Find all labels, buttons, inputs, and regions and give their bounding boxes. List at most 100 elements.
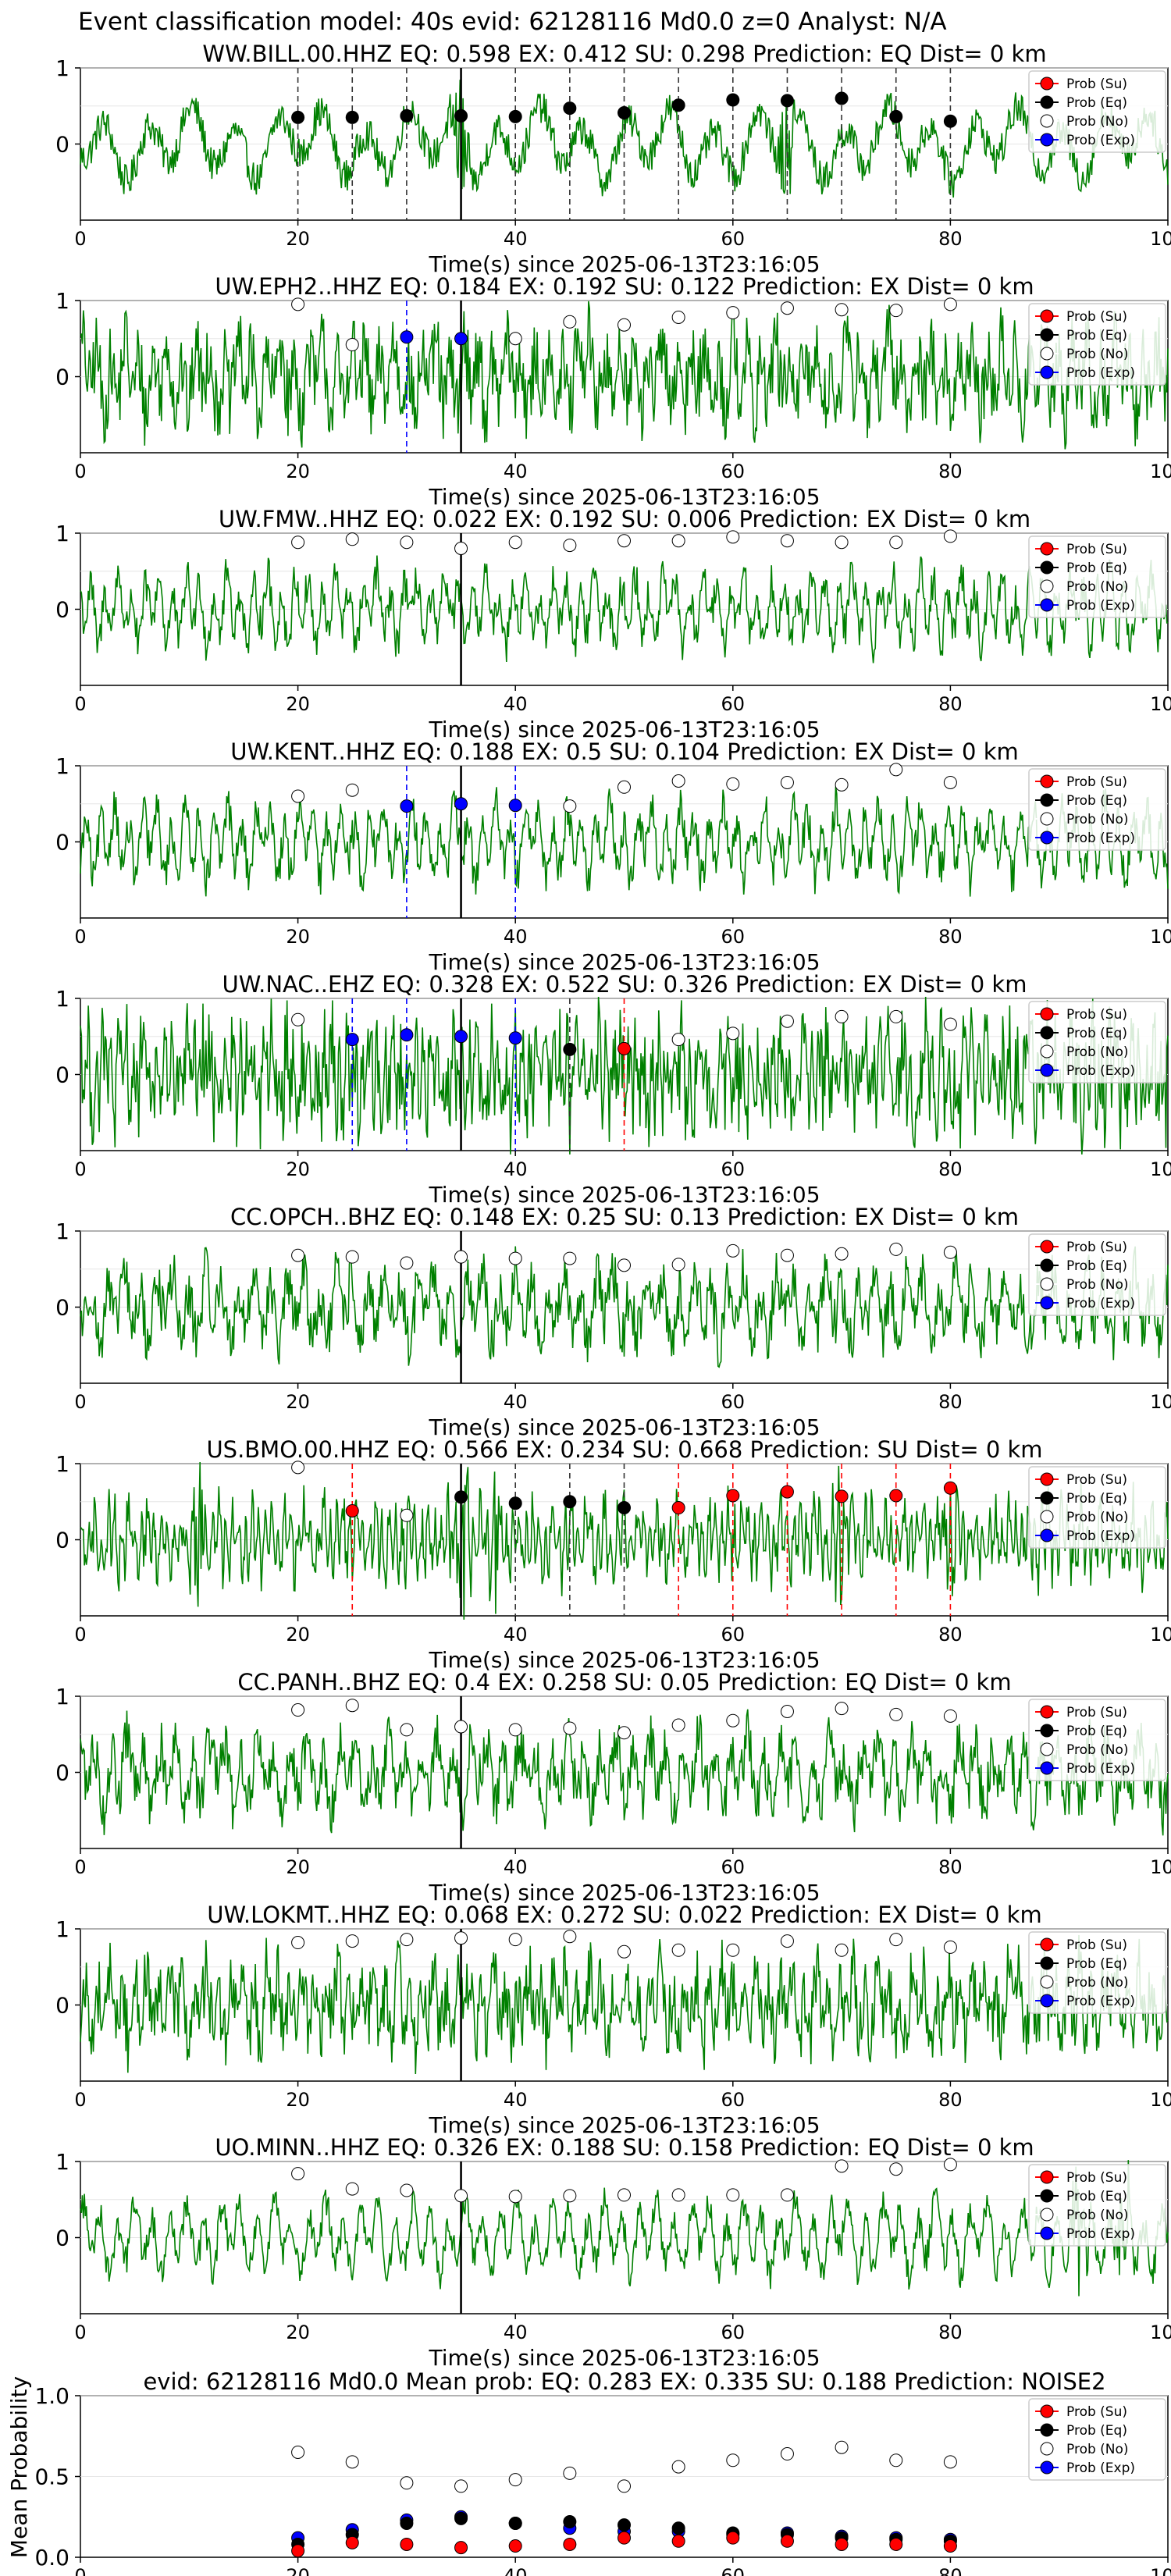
prob-point — [780, 775, 794, 789]
prob-point — [618, 1041, 631, 1055]
waveform — [80, 1461, 1169, 1620]
x-axis-label: Time(s) since 2025-06-13T23:16:05 — [428, 1647, 820, 1673]
x-tick-label: 20 — [286, 693, 310, 715]
x-tick-label: 60 — [721, 1158, 746, 1180]
x-tick-label: 40 — [504, 1624, 528, 1646]
x-axis-label: Time(s) since 2025-06-13T23:16:05 — [428, 1182, 820, 1208]
x-tick-label: 80 — [938, 2565, 963, 2576]
legend-box — [1028, 70, 1166, 153]
legend-label: Prob (No) — [1066, 347, 1129, 362]
prob-point — [454, 1030, 468, 1044]
x-tick-label: 0 — [74, 2089, 86, 2111]
y-tick-label: 1 — [55, 2149, 69, 2175]
y-tick-label: 0 — [55, 365, 69, 390]
x-tick-label: 40 — [504, 228, 528, 250]
x-tick-label: 60 — [721, 2089, 746, 2111]
y-tick-label: 1 — [55, 55, 69, 81]
x-tick-label: 20 — [286, 1158, 310, 1180]
prob-point — [291, 789, 305, 803]
prob-point — [400, 2183, 414, 2197]
y-tick-label: 0 — [55, 1528, 69, 1553]
prob-point — [726, 1026, 740, 1041]
prob-point — [726, 1244, 740, 1258]
prob-point — [889, 1707, 903, 1721]
legend-marker — [1040, 774, 1054, 788]
y-tick-label: 1 — [55, 753, 69, 779]
legend-marker — [1040, 1937, 1054, 1952]
waveform — [80, 1709, 1169, 1836]
legend-label: Prob (Su) — [1066, 76, 1127, 92]
prob-point — [726, 1489, 740, 1503]
x-tick-label: 100 — [1150, 693, 1171, 715]
panel-5: 0 20 40 60 80 100 1 0 UW.NAC..EHZ EQ: 0.328 EX: … — [55, 971, 1171, 1208]
legend-marker — [1040, 1761, 1054, 1775]
legend-marker — [1040, 2404, 1054, 2418]
mean-prob-point-no — [563, 2466, 577, 2480]
prob-point — [563, 315, 577, 329]
legend-marker — [1040, 1994, 1054, 2008]
panel-10: 0 20 40 60 80 100 1 0 UO.MINN..HHZ EQ: 0.326 EX:… — [55, 2134, 1171, 2371]
legend-label: Prob (Eq) — [1066, 1258, 1127, 1274]
legend-box — [1028, 1699, 1166, 1781]
y-tick-label: 1 — [55, 1219, 69, 1244]
y-tick-label: 0 — [55, 1062, 69, 1088]
prob-point — [780, 1248, 794, 1262]
prob-point — [508, 1031, 522, 1045]
prob-point — [726, 1713, 740, 1727]
prob-point — [291, 2167, 305, 2181]
legend-marker — [1040, 1528, 1054, 1542]
prob-point — [835, 1702, 849, 1716]
prob-point — [618, 106, 631, 120]
panel-title: UW.EPH2..HHZ EQ: 0.184 EX: 0.192 SU: 0.1… — [215, 273, 1034, 300]
legend-marker — [1040, 76, 1054, 91]
prob-point — [563, 1930, 577, 1944]
x-tick-label: 80 — [938, 228, 963, 250]
legend-box — [1028, 1931, 1166, 2014]
x-tick-label: 100 — [1150, 228, 1171, 250]
mean-prob-point-su — [345, 2535, 359, 2549]
x-tick-label: 60 — [721, 2565, 746, 2576]
x-tick-label: 0 — [74, 926, 86, 948]
legend-label: Prob (No) — [1066, 2208, 1129, 2223]
mean-prob-point-no — [780, 2447, 794, 2461]
prob-point — [726, 93, 740, 107]
x-tick-label: 0 — [74, 461, 86, 482]
x-axis-label: Time(s) since 2025-06-13T23:16:05 — [428, 717, 820, 742]
prob-point — [889, 109, 903, 123]
prob-point — [671, 534, 685, 548]
legend-marker — [1040, 812, 1054, 826]
legend-marker — [1040, 598, 1054, 612]
x-tick-label: 40 — [504, 2565, 528, 2576]
x-axis-label: Time(s) since 2025-06-13T23:16:05 — [428, 1414, 820, 1440]
y-axis-label: Mean Probability — [6, 2376, 32, 2558]
x-tick-label: 40 — [504, 1856, 528, 1878]
x-tick-label: 100 — [1150, 2565, 1171, 2576]
prob-point — [454, 2189, 468, 2203]
mean-prob-point-su — [671, 2534, 685, 2548]
prob-point — [563, 539, 577, 553]
x-tick-label: 40 — [504, 461, 528, 482]
x-tick-label: 40 — [504, 693, 528, 715]
x-tick-label: 60 — [721, 461, 746, 482]
mean-prob-point-eq — [618, 2518, 631, 2532]
prob-point — [671, 1943, 685, 1957]
prob-point — [780, 1705, 794, 1718]
mean-prob-point-no — [291, 2445, 305, 2459]
prob-point — [345, 1250, 359, 1264]
x-tick-label: 0 — [74, 693, 86, 715]
waveform — [80, 786, 1169, 897]
prob-point — [291, 1936, 305, 1950]
prob-point — [400, 535, 414, 550]
x-tick-label: 0 — [74, 2565, 86, 2576]
panel-title: UO.MINN..HHZ EQ: 0.326 EX: 0.188 SU: 0.1… — [215, 2134, 1034, 2161]
prob-point — [291, 110, 305, 124]
prob-point — [780, 534, 794, 548]
legend-marker — [1040, 560, 1054, 575]
x-axis-label: Time(s) since 2025-06-13T23:16:05 — [428, 2112, 820, 2138]
x-tick-label: 20 — [286, 461, 310, 482]
legend-marker — [1040, 1742, 1054, 1756]
y-tick-label: 1 — [55, 1916, 69, 1942]
legend-label: Prob (No) — [1066, 1975, 1129, 1991]
prob-point — [345, 783, 359, 797]
